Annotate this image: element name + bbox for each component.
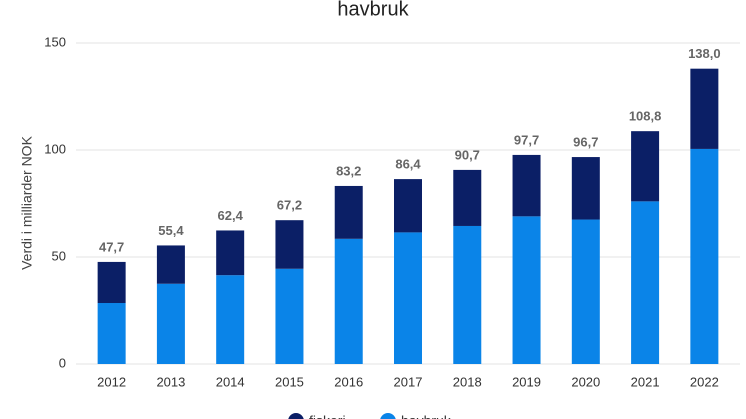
legend-swatch [380,413,396,419]
bar-segment [631,131,660,202]
total-label: 138,0 [688,46,721,61]
bar-segment [156,245,185,284]
bar-segment [97,303,126,364]
bar-segment [631,201,660,364]
x-tick-label: 2017 [394,374,423,389]
bar-segment [571,157,600,220]
total-label: 62,4 [218,208,244,223]
x-tick-label: 2013 [156,374,185,389]
total-label: 86,4 [395,157,421,172]
bar-segment [216,230,245,276]
y-tick-label: 150 [44,34,66,49]
y-tick-label: 0 [59,355,66,370]
legend-swatch [288,413,304,419]
x-tick-label: 2020 [571,374,600,389]
chart-title: havbruk [337,0,409,20]
bar-segment [275,220,304,269]
total-label: 108,8 [629,109,662,124]
legend-label: fiskeri [309,413,346,419]
bar-segment [394,179,422,233]
legend-label: havbruk [401,413,452,419]
total-label: 67,2 [277,198,302,213]
bar-segment [394,232,422,364]
x-tick-label: 2014 [216,374,245,389]
x-tick-label: 2018 [453,374,482,389]
bar-segment [690,148,719,364]
y-tick-label: 100 [44,141,66,156]
bar-segment [275,268,304,364]
bar-segment [334,185,363,239]
bar-segment [512,154,541,217]
bar-segment [690,68,719,149]
total-label: 90,7 [455,147,480,162]
bar-segment [334,238,363,364]
bar-segment [453,169,482,226]
x-tick-label: 2012 [97,374,126,389]
total-label: 83,2 [336,163,361,178]
bar-segment [453,225,482,364]
total-label: 97,7 [514,132,539,147]
y-axis-label: Verdi i milliarder NOK [19,135,35,269]
bar-segment [571,219,600,364]
x-tick-label: 2021 [631,374,660,389]
x-tick-label: 2016 [334,374,363,389]
total-label: 47,7 [99,239,124,254]
bar-segment [512,216,541,364]
bar-segment [97,261,126,304]
y-tick-label: 50 [52,248,66,263]
x-tick-label: 2019 [512,374,541,389]
x-tick-label: 2015 [275,374,304,389]
bar-segment [156,283,185,364]
bar-segment [216,275,245,364]
total-label: 55,4 [158,223,184,238]
x-tick-label: 2022 [690,374,719,389]
total-label: 96,7 [573,134,598,149]
